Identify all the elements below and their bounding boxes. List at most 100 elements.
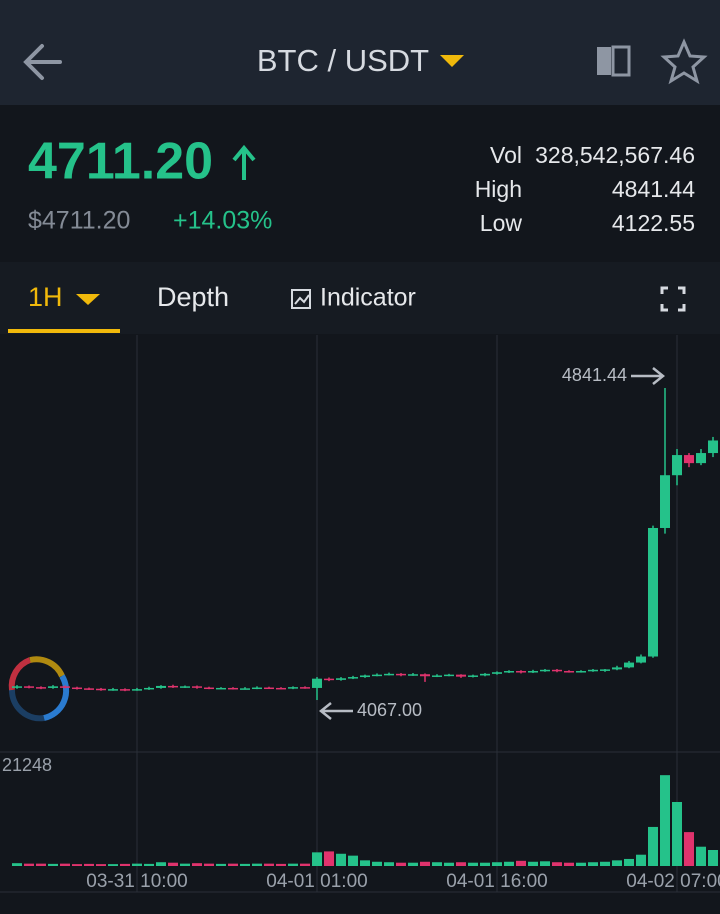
volume-bar: [624, 858, 634, 866]
candle-body: [144, 687, 154, 690]
candle-body: [480, 673, 490, 676]
tab[interactable]: Depth: [157, 282, 229, 312]
volume-bar: [564, 862, 574, 866]
volume-bar: [372, 861, 382, 866]
candle-body: [120, 689, 130, 691]
volume-bar: [660, 775, 670, 866]
candle-body: [672, 455, 682, 476]
candle-body: [696, 453, 706, 464]
volume-bar: [288, 863, 298, 866]
x-tick-label: 04-01 16:00: [446, 871, 547, 892]
volume-axis-label: 21248: [2, 755, 52, 775]
fullscreen-button[interactable]: [660, 286, 686, 312]
volume-bar: [72, 864, 82, 866]
volume-bar: [432, 862, 442, 866]
candle-body: [324, 678, 334, 681]
stat-label: High: [475, 176, 522, 202]
volume-bar: [156, 862, 166, 866]
candle-body: [168, 685, 178, 688]
candle-body: [240, 688, 250, 690]
volume-bar: [276, 863, 286, 866]
price-usd: $4711.20: [28, 207, 130, 235]
volume-bar: [336, 853, 346, 866]
max-arrow: [631, 367, 666, 385]
candle-body: [180, 686, 190, 688]
candle-body: [504, 671, 514, 673]
volume-bar: [144, 863, 154, 866]
max-annotation: 4841.44: [562, 365, 627, 385]
volume-bar: [516, 860, 526, 866]
stat-value: 4841.44: [612, 176, 695, 202]
volume-bar: [240, 863, 250, 866]
stat-label: Vol: [490, 142, 522, 168]
stat-value: 328,542,567.46: [535, 142, 695, 168]
candle-body: [24, 686, 34, 688]
interval-caret[interactable]: [76, 294, 100, 305]
stat-label: Low: [480, 210, 523, 236]
volume-bar: [192, 863, 202, 866]
candle-body: [648, 527, 658, 657]
volume-bar: [396, 862, 406, 866]
price-change: +14.03%: [173, 207, 272, 235]
candle-body: [660, 475, 670, 528]
favorite-button[interactable]: [660, 38, 708, 85]
candle-body: [216, 687, 226, 690]
candle-body: [312, 678, 322, 688]
candle-body: [228, 687, 238, 690]
pair-title[interactable]: BTC / USDT: [257, 43, 429, 78]
volume-bar: [648, 826, 658, 866]
candle-body: [432, 675, 442, 677]
volume-bar: [60, 863, 70, 866]
volume-bar: [456, 862, 466, 866]
candle-body: [684, 455, 694, 464]
candle-body: [456, 674, 466, 677]
compare-button[interactable]: [597, 45, 631, 77]
candle-body: [516, 671, 526, 673]
indicator-icon: [291, 289, 311, 309]
volume-bar: [504, 861, 514, 866]
volume-bar: [480, 862, 490, 866]
candle-body: [708, 440, 718, 454]
up-arrow: [232, 144, 256, 180]
candle-body: [192, 686, 202, 688]
volume-bar: [168, 862, 178, 866]
min-annotation: 4067.00: [357, 700, 422, 720]
candle-body: [132, 689, 142, 691]
candle-body: [108, 689, 118, 691]
active-tab-underline: [8, 329, 120, 333]
x-tick-label: 04-01 01:00: [266, 871, 367, 892]
candle-body: [396, 673, 406, 676]
candle-body: [12, 686, 22, 688]
back-button[interactable]: [23, 44, 62, 80]
candle-body: [96, 688, 106, 691]
candle-body: [408, 674, 418, 676]
tab[interactable]: Indicator: [320, 284, 416, 312]
candle-body: [468, 675, 478, 677]
candle-body: [336, 678, 346, 680]
candle-body: [348, 677, 358, 679]
loading-ring: [8, 656, 70, 722]
candle-body: [204, 687, 214, 690]
volume-bar: [312, 852, 322, 866]
volume-bar: [408, 862, 418, 866]
tab-bar: [0, 262, 720, 334]
pair-caret[interactable]: [440, 55, 464, 67]
volume-bar: [636, 854, 646, 866]
volume-bar: [684, 832, 694, 866]
last-price: 4711.20: [28, 133, 213, 191]
candle-body: [636, 656, 646, 663]
candle-body: [360, 675, 370, 678]
volume-bar: [348, 855, 358, 866]
candle-body: [156, 685, 166, 688]
candle-body: [420, 674, 430, 677]
candle-body: [84, 688, 94, 690]
volume-bar: [132, 863, 142, 866]
tab[interactable]: 1H: [28, 282, 63, 312]
volume-bar: [384, 862, 394, 866]
volume-bar: [672, 801, 682, 866]
candle-body: [564, 671, 574, 673]
volume-bar: [444, 862, 454, 866]
volume-bar: [120, 863, 130, 866]
candle-body: [612, 667, 622, 670]
